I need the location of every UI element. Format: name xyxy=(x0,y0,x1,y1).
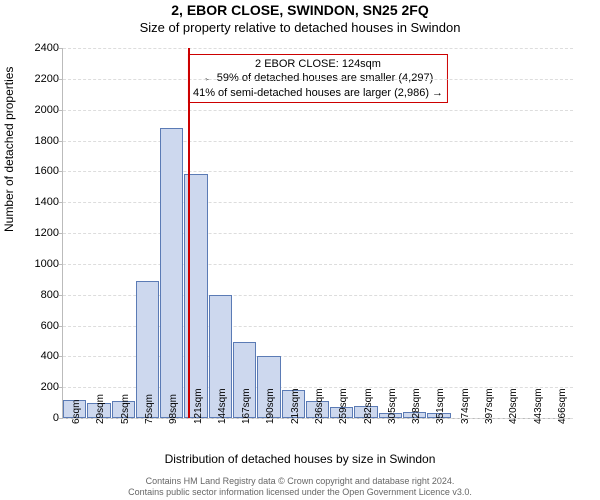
x-tick-label: 52sqm xyxy=(120,394,131,424)
footer-line: Contains HM Land Registry data © Crown c… xyxy=(0,476,600,487)
y-tick-label: 600 xyxy=(41,320,63,332)
gridline xyxy=(63,48,573,49)
x-tick-label: 328sqm xyxy=(411,388,422,424)
histogram-bar xyxy=(160,128,183,418)
chart-title: 2, EBOR CLOSE, SWINDON, SN25 2FQ xyxy=(0,2,600,18)
gridline xyxy=(63,264,573,265)
x-tick-label: 282sqm xyxy=(363,388,374,424)
footer-text: Contains HM Land Registry data © Crown c… xyxy=(0,476,600,498)
y-axis-label: Number of detached properties xyxy=(2,67,16,232)
x-tick-label: 236sqm xyxy=(314,388,325,424)
x-tick-label: 466sqm xyxy=(557,388,568,424)
gridline xyxy=(63,233,573,234)
y-tick-label: 1400 xyxy=(35,196,63,208)
plot-area: 2 EBOR CLOSE: 124sqm ← 59% of detached h… xyxy=(62,48,573,419)
y-tick-label: 2200 xyxy=(35,73,63,85)
x-tick-label: 190sqm xyxy=(265,388,276,424)
chart-subtitle: Size of property relative to detached ho… xyxy=(0,20,600,35)
annotation-line: 41% of semi-detached houses are larger (… xyxy=(193,86,443,100)
x-tick-label: 351sqm xyxy=(435,388,446,424)
reference-line xyxy=(188,48,190,418)
x-tick-label: 98sqm xyxy=(168,394,179,424)
x-tick-label: 75sqm xyxy=(144,394,155,424)
y-tick-label: 800 xyxy=(41,289,63,301)
y-tick-label: 2400 xyxy=(35,42,63,54)
x-tick-label: 144sqm xyxy=(217,388,228,424)
x-tick-label: 167sqm xyxy=(241,388,252,424)
y-tick-label: 1800 xyxy=(35,135,63,147)
y-tick-label: 2000 xyxy=(35,104,63,116)
x-tick-label: 397sqm xyxy=(484,388,495,424)
x-tick-label: 420sqm xyxy=(508,388,519,424)
gridline xyxy=(63,110,573,111)
x-tick-label: 374sqm xyxy=(460,388,471,424)
gridline xyxy=(63,171,573,172)
y-tick-label: 1600 xyxy=(35,165,63,177)
x-tick-label: 121sqm xyxy=(193,388,204,424)
x-tick-label: 6sqm xyxy=(71,400,82,424)
gridline xyxy=(63,79,573,80)
chart-container: 2, EBOR CLOSE, SWINDON, SN25 2FQ Size of… xyxy=(0,0,600,500)
y-tick-label: 1200 xyxy=(35,227,63,239)
x-tick-label: 443sqm xyxy=(533,388,544,424)
x-axis-label: Distribution of detached houses by size … xyxy=(0,452,600,466)
x-tick-label: 259sqm xyxy=(338,388,349,424)
x-tick-label: 213sqm xyxy=(290,388,301,424)
gridline xyxy=(63,141,573,142)
y-tick-label: 200 xyxy=(41,381,63,393)
y-tick-label: 1000 xyxy=(35,258,63,270)
footer-line: Contains public sector information licen… xyxy=(0,487,600,498)
x-tick-label: 29sqm xyxy=(95,394,106,424)
gridline xyxy=(63,202,573,203)
y-tick-label: 0 xyxy=(53,412,63,424)
annotation-line: 2 EBOR CLOSE: 124sqm xyxy=(193,57,443,71)
x-tick-label: 305sqm xyxy=(387,388,398,424)
y-tick-label: 400 xyxy=(41,350,63,362)
